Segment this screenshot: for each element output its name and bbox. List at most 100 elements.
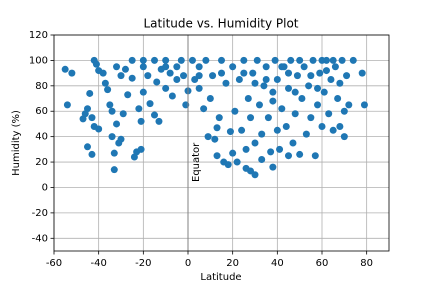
y-tick-label: -40: [32, 233, 48, 244]
point: [177, 56, 185, 64]
point: [291, 110, 299, 118]
point: [231, 107, 239, 115]
point: [88, 150, 96, 158]
point: [99, 69, 107, 77]
point: [84, 143, 91, 151]
point: [151, 56, 158, 64]
point: [314, 84, 322, 92]
point: [188, 56, 196, 64]
x-tick-label: -40: [90, 258, 106, 269]
point: [104, 86, 112, 94]
point: [269, 163, 277, 171]
point: [146, 100, 154, 108]
point: [302, 130, 310, 138]
point: [336, 79, 344, 87]
point: [322, 67, 330, 75]
point: [285, 84, 292, 92]
point: [224, 161, 232, 169]
point: [289, 139, 297, 147]
chart-title: Latitude vs. Humidity Plot: [143, 17, 298, 31]
point: [282, 122, 290, 130]
point: [291, 88, 299, 96]
point: [213, 124, 221, 132]
point: [307, 72, 315, 80]
point: [285, 152, 292, 160]
point: [117, 72, 125, 80]
point: [340, 107, 348, 115]
point: [327, 75, 335, 83]
point: [173, 63, 181, 71]
point: [249, 69, 257, 77]
point: [309, 56, 317, 64]
x-tick-label: -20: [135, 258, 151, 269]
point: [253, 56, 261, 64]
point: [311, 152, 319, 160]
point: [108, 133, 116, 141]
plot-frame: [53, 34, 390, 252]
point: [124, 91, 132, 99]
point: [153, 78, 161, 86]
point: [195, 63, 203, 71]
point: [296, 150, 304, 158]
point: [63, 101, 71, 109]
point: [360, 101, 368, 109]
point: [166, 69, 174, 77]
y-tick-label: 20: [35, 157, 48, 168]
point: [144, 72, 152, 80]
point: [218, 69, 225, 77]
point: [305, 82, 313, 90]
y-tick-label: 80: [35, 81, 48, 92]
point: [329, 126, 337, 134]
point: [195, 72, 203, 80]
point: [218, 56, 225, 64]
point: [293, 72, 301, 80]
point: [119, 110, 127, 118]
point: [180, 72, 188, 80]
point: [276, 145, 284, 153]
y-tick-label: 40: [35, 132, 48, 143]
point: [113, 63, 121, 71]
point: [200, 105, 208, 113]
point: [298, 95, 306, 103]
x-tick-label: -60: [46, 258, 62, 269]
y-axis-label: Humidity (%): [11, 110, 22, 176]
point: [244, 95, 252, 103]
point: [206, 95, 214, 103]
point: [226, 128, 234, 136]
point: [222, 79, 230, 87]
point: [269, 97, 277, 105]
point: [345, 101, 353, 109]
point: [209, 72, 217, 80]
point: [162, 84, 170, 92]
point: [110, 149, 118, 157]
x-tick-label: 0: [185, 258, 191, 269]
x-axis-label: Latitude: [200, 272, 241, 283]
point: [296, 56, 304, 64]
point: [343, 72, 351, 80]
point: [84, 105, 91, 113]
point: [68, 69, 76, 77]
point: [251, 171, 259, 179]
point: [316, 69, 324, 77]
point: [121, 65, 129, 73]
point: [349, 56, 357, 64]
point: [318, 122, 326, 130]
point: [139, 88, 147, 96]
point: [287, 56, 295, 64]
point: [320, 88, 328, 96]
point: [251, 139, 259, 147]
point: [173, 75, 181, 83]
point: [262, 75, 270, 83]
point: [168, 92, 176, 100]
point: [264, 114, 272, 122]
point: [202, 56, 210, 64]
point: [334, 95, 342, 103]
point: [258, 130, 266, 138]
point: [233, 158, 241, 166]
point: [325, 110, 333, 118]
point: [260, 82, 268, 90]
point: [128, 74, 136, 82]
x-tick-label: 40: [271, 258, 284, 269]
point: [340, 133, 348, 141]
